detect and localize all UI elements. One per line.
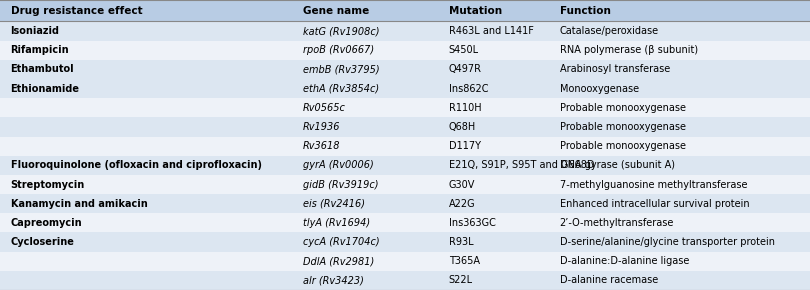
Bar bbox=[0, 98, 810, 117]
Bar bbox=[0, 0, 810, 21]
Bar bbox=[0, 156, 810, 175]
Text: Arabinosyl transferase: Arabinosyl transferase bbox=[560, 64, 670, 75]
Bar bbox=[0, 79, 810, 98]
Bar bbox=[0, 60, 810, 79]
Text: gidB (Rv3919c): gidB (Rv3919c) bbox=[303, 180, 378, 189]
Text: Cycloserine: Cycloserine bbox=[11, 237, 75, 247]
Text: D-alanine:D-alanine ligase: D-alanine:D-alanine ligase bbox=[560, 256, 689, 266]
Bar bbox=[0, 233, 810, 252]
Bar bbox=[0, 271, 810, 290]
Text: E21Q, S91P, S95T and G668D: E21Q, S91P, S95T and G668D bbox=[449, 160, 595, 170]
Bar bbox=[0, 41, 810, 60]
Text: Probable monooxygenase: Probable monooxygenase bbox=[560, 122, 686, 132]
Text: A22G: A22G bbox=[449, 199, 475, 209]
Text: Rifampicin: Rifampicin bbox=[11, 45, 69, 55]
Text: embB (Rv3795): embB (Rv3795) bbox=[303, 64, 380, 75]
Text: Rv1936: Rv1936 bbox=[303, 122, 340, 132]
Text: Probable monooxygenase: Probable monooxygenase bbox=[560, 103, 686, 113]
Text: Ins363GC: Ins363GC bbox=[449, 218, 496, 228]
Text: 2’-O-methyltransferase: 2’-O-methyltransferase bbox=[560, 218, 674, 228]
Bar bbox=[0, 194, 810, 213]
Bar bbox=[0, 175, 810, 194]
Bar bbox=[0, 213, 810, 233]
Text: Ethambutol: Ethambutol bbox=[11, 64, 75, 75]
Text: Q68H: Q68H bbox=[449, 122, 476, 132]
Text: Monooxygenase: Monooxygenase bbox=[560, 84, 639, 94]
Bar bbox=[0, 252, 810, 271]
Bar bbox=[0, 117, 810, 137]
Text: Isoniazid: Isoniazid bbox=[11, 26, 59, 36]
Text: T365A: T365A bbox=[449, 256, 480, 266]
Text: D-serine/alanine/glycine transporter protein: D-serine/alanine/glycine transporter pro… bbox=[560, 237, 774, 247]
Text: eis (Rv2416): eis (Rv2416) bbox=[303, 199, 365, 209]
Text: 7-methylguanosine methyltransferase: 7-methylguanosine methyltransferase bbox=[560, 180, 747, 189]
Text: S450L: S450L bbox=[449, 45, 479, 55]
Text: Capreomycin: Capreomycin bbox=[11, 218, 82, 228]
Text: G30V: G30V bbox=[449, 180, 475, 189]
Text: Kanamycin and amikacin: Kanamycin and amikacin bbox=[11, 199, 147, 209]
Text: alr (Rv3423): alr (Rv3423) bbox=[303, 276, 364, 285]
Text: S22L: S22L bbox=[449, 276, 473, 285]
Text: Function: Function bbox=[560, 6, 611, 16]
Text: Streptomycin: Streptomycin bbox=[11, 180, 85, 189]
Text: Gene name: Gene name bbox=[303, 6, 369, 16]
Text: RNA polymerase (β subunit): RNA polymerase (β subunit) bbox=[560, 45, 698, 55]
Text: rpoB (Rv0667): rpoB (Rv0667) bbox=[303, 45, 374, 55]
Text: Fluoroquinolone (ofloxacin and ciprofloxacin): Fluoroquinolone (ofloxacin and ciproflox… bbox=[11, 160, 262, 170]
Text: cycA (Rv1704c): cycA (Rv1704c) bbox=[303, 237, 380, 247]
Text: ethA (Rv3854c): ethA (Rv3854c) bbox=[303, 84, 379, 94]
Text: tlyA (Rv1694): tlyA (Rv1694) bbox=[303, 218, 370, 228]
Text: Catalase/peroxidase: Catalase/peroxidase bbox=[560, 26, 659, 36]
Text: R93L: R93L bbox=[449, 237, 473, 247]
Text: Mutation: Mutation bbox=[449, 6, 502, 16]
Text: Enhanced intracellular survival protein: Enhanced intracellular survival protein bbox=[560, 199, 749, 209]
Text: R110H: R110H bbox=[449, 103, 481, 113]
Text: gyrA (Rv0006): gyrA (Rv0006) bbox=[303, 160, 373, 170]
Text: Ethionamide: Ethionamide bbox=[11, 84, 79, 94]
Text: katG (Rv1908c): katG (Rv1908c) bbox=[303, 26, 379, 36]
Text: Ins862C: Ins862C bbox=[449, 84, 488, 94]
Text: DdlA (Rv2981): DdlA (Rv2981) bbox=[303, 256, 374, 266]
Text: Probable monooxygenase: Probable monooxygenase bbox=[560, 141, 686, 151]
Text: Rv0565c: Rv0565c bbox=[303, 103, 346, 113]
Text: DNA gyrase (subunit A): DNA gyrase (subunit A) bbox=[560, 160, 675, 170]
Text: Q497R: Q497R bbox=[449, 64, 482, 75]
Text: D117Y: D117Y bbox=[449, 141, 481, 151]
Text: R463L and L141F: R463L and L141F bbox=[449, 26, 534, 36]
Bar bbox=[0, 137, 810, 156]
Text: Drug resistance effect: Drug resistance effect bbox=[11, 6, 143, 16]
Bar bbox=[0, 21, 810, 41]
Text: D-alanine racemase: D-alanine racemase bbox=[560, 276, 658, 285]
Text: Rv3618: Rv3618 bbox=[303, 141, 340, 151]
